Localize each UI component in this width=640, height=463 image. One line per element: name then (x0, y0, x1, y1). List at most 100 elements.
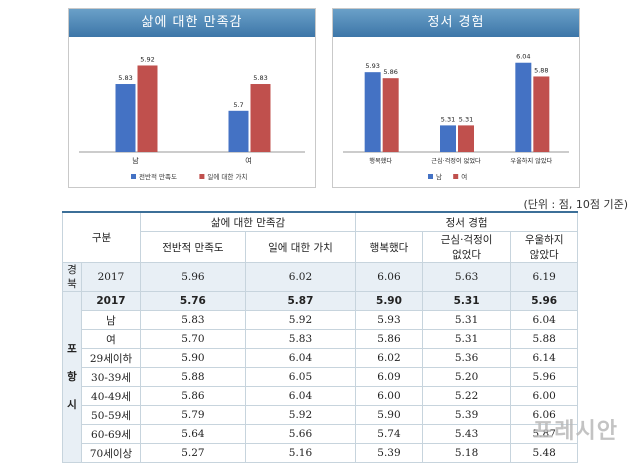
chart-title: 삶에 대한 만족감 (69, 9, 315, 37)
table-cell: 5.39 (355, 443, 423, 463)
table-cell: 5.83 (140, 310, 246, 330)
data-label: 5.31 (441, 115, 455, 123)
table-row: 50-59세 5.79 5.92 5.90 5.39 6.06 (63, 405, 578, 425)
table-cell: 5.76 (140, 291, 246, 311)
table-cell: 5.63 (421, 262, 512, 292)
bar (382, 78, 399, 152)
table-cell: 5.79 (140, 405, 246, 425)
bar (364, 72, 381, 152)
table-cell: 5.87 (244, 291, 357, 311)
table-cell: 5.92 (244, 310, 357, 330)
table-cell: 5.88 (510, 329, 578, 349)
data-label: 6.04 (516, 53, 530, 61)
header-depress-line2: 않았다 (529, 249, 559, 261)
table-cell: 5.96 (510, 367, 578, 387)
data-label: 5.83 (253, 74, 267, 82)
row-category: 50-59세 (81, 405, 141, 425)
data-label: 5.7 (233, 101, 243, 109)
table-cell: 5.90 (140, 348, 246, 368)
table-cell: 5.31 (421, 310, 512, 330)
legend-swatch (453, 174, 459, 179)
data-table: 구분 삶에 대한 만족감 정서 경험 전반적 만족도 일에 대한 가치 행복했다… (62, 211, 578, 463)
table-row: 포 항 시 2017 5.76 5.87 5.90 5.31 5.96 (62, 291, 578, 463)
row-category: 30-39세 (81, 367, 141, 387)
header-group: 구분 (62, 211, 141, 263)
legend-label: 남 (436, 172, 442, 181)
table-cell: 5.96 (140, 262, 246, 292)
chart-title: 정서 경험 (333, 9, 579, 37)
table-cell: 6.19 (510, 262, 578, 292)
table-cell: 6.05 (244, 367, 357, 387)
table-cell: 5.70 (140, 329, 246, 349)
row-category: 70세이상 (81, 443, 141, 463)
table-row: 30-39세 5.88 6.05 6.09 5.20 5.96 (63, 367, 578, 387)
emotion-bar-chart: 5.93 5.86 행복했다 5.31 5.31 근심·걱정이 없었다 6.04 5.88 우울… (343, 53, 569, 181)
header-depress: 우울하지 않았다 (510, 231, 578, 263)
bar (515, 62, 532, 152)
row-category: 2017 (81, 291, 141, 311)
row-category: 남 (81, 310, 141, 330)
table-row: 여 5.70 5.83 5.86 5.31 5.88 (63, 329, 578, 349)
table-row: 남 5.83 5.92 5.93 5.31 6.04 (63, 310, 578, 330)
row-category: 60-69세 (81, 424, 141, 444)
table-cell: 5.88 (140, 367, 246, 387)
table-cell: 6.14 (510, 348, 578, 368)
header-work-value: 일에 대한 가치 (244, 231, 357, 263)
table-cell: 6.00 (355, 386, 423, 406)
table-cell: 5.83 (244, 329, 357, 349)
bar (533, 76, 550, 152)
table-cell: 5.27 (140, 443, 246, 463)
table-cell: 6.04 (510, 310, 578, 330)
row-category: 29세이하 (81, 348, 141, 368)
table-cell: 6.00 (510, 386, 578, 406)
table-cell: 5.16 (244, 443, 357, 463)
data-label: 5.92 (140, 55, 154, 63)
row-category: 2017 (81, 262, 141, 292)
chart-panel-emotion: 정서 경험 5.93 5.86 행복했다 5.31 5.31 근심·걱정이 없었다 6.04… (332, 8, 580, 188)
table-cell: 5.90 (355, 291, 423, 311)
table-cell: 5.64 (140, 424, 246, 444)
table-row: 40-49세 5.86 6.04 6.00 5.22 6.00 (63, 386, 578, 406)
legend-label: 일에 대한 가치 (207, 172, 247, 181)
table-cell: 5.93 (355, 310, 423, 330)
category-label: 우울하지 않았다 (510, 157, 552, 165)
category-label: 행복했다 (369, 157, 392, 165)
header-happy: 행복했다 (355, 231, 423, 263)
data-label: 5.88 (534, 66, 548, 74)
table-cell: 6.09 (355, 367, 423, 387)
legend-swatch (199, 174, 205, 179)
bar (137, 65, 158, 152)
watermark: 프레시안 (533, 419, 618, 444)
table-cell: 5.31 (421, 329, 512, 349)
table-cell: 5.36 (421, 348, 512, 368)
chart-panel-satisfaction: 삶에 대한 만족감 5.83 5.92 남 5.7 5.83 여 전반적 만족도 일에 대한 … (68, 8, 316, 188)
data-label: 5.31 (459, 115, 473, 123)
data-label: 5.86 (383, 68, 397, 76)
bar (440, 125, 456, 152)
table-cell: 5.86 (355, 329, 423, 349)
unit-note: (단위 : 점, 10점 기준) (523, 198, 629, 211)
table-cell: 5.31 (421, 291, 512, 311)
bar (228, 110, 249, 152)
header-satisfaction: 삶에 대한 만족감 (139, 211, 357, 232)
header-emotion: 정서 경험 (355, 211, 578, 232)
header-overall: 전반적 만족도 (140, 231, 246, 263)
table-row: 60-69세 5.64 5.66 5.74 5.43 5.87 (63, 424, 578, 444)
table-cell: 5.96 (510, 291, 578, 311)
header-depress-line1: 우울하지 (524, 234, 564, 246)
table-cell: 5.90 (355, 405, 423, 425)
legend-label: 전반적 만족도 (139, 172, 177, 181)
table-cell: 6.06 (355, 262, 423, 292)
table-cell: 5.87 (510, 424, 578, 444)
table-cell: 6.02 (244, 262, 357, 292)
category-label: 근심·걱정이 없었다 (431, 157, 481, 165)
bar (458, 125, 474, 152)
table-cell: 5.43 (421, 424, 512, 444)
table-cell: 5.18 (421, 443, 512, 463)
category-label: 남 (132, 156, 139, 165)
table-cell: 5.66 (244, 424, 357, 444)
category-label: 여 (245, 156, 251, 165)
bar (250, 84, 271, 152)
